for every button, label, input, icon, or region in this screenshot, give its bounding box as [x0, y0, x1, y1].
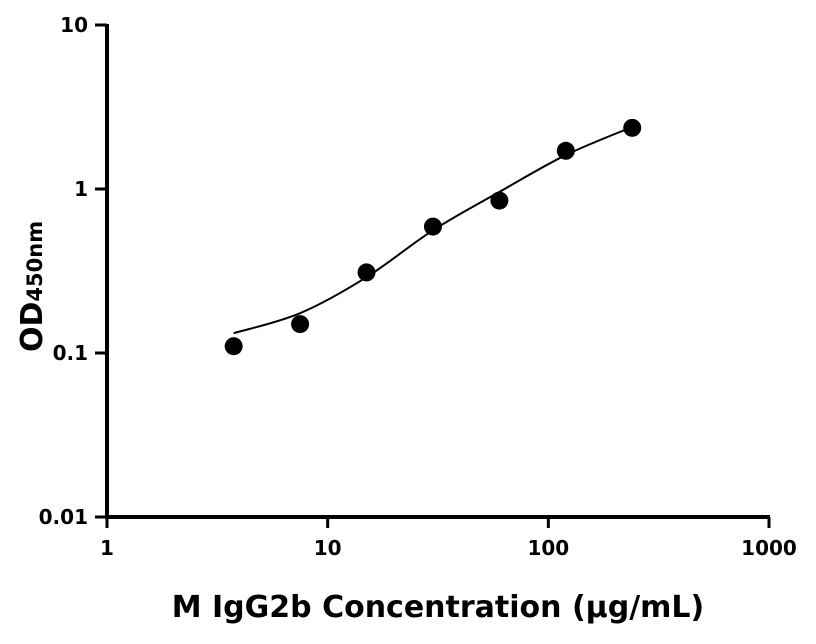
y-tick-label: 1 — [74, 177, 88, 201]
axes: 1 10 100 1000 0.01 0.1 1 10 — [39, 13, 797, 560]
x-tick-label: 100 — [527, 536, 569, 560]
data-point — [291, 315, 310, 334]
x-tick-label: 10 — [314, 536, 342, 560]
y-tick-label: 0.01 — [39, 505, 88, 529]
data-points — [224, 118, 642, 356]
data-point — [490, 191, 509, 210]
y-axis-label-subscript: 450nm — [23, 221, 47, 302]
data-point — [556, 141, 575, 160]
y-tick-label: 10 — [60, 13, 88, 37]
y-axis-label: OD450nm — [15, 221, 50, 352]
data-point — [423, 217, 442, 236]
data-point — [623, 118, 642, 137]
x-tick-label: 1000 — [741, 536, 797, 560]
data-point — [357, 263, 376, 282]
x-axis-label: M IgG2b Concentration (µg/mL) — [172, 590, 705, 625]
x-tick-label: 1 — [100, 536, 114, 560]
y-tick-label: 0.1 — [53, 341, 88, 365]
data-point — [224, 337, 243, 356]
